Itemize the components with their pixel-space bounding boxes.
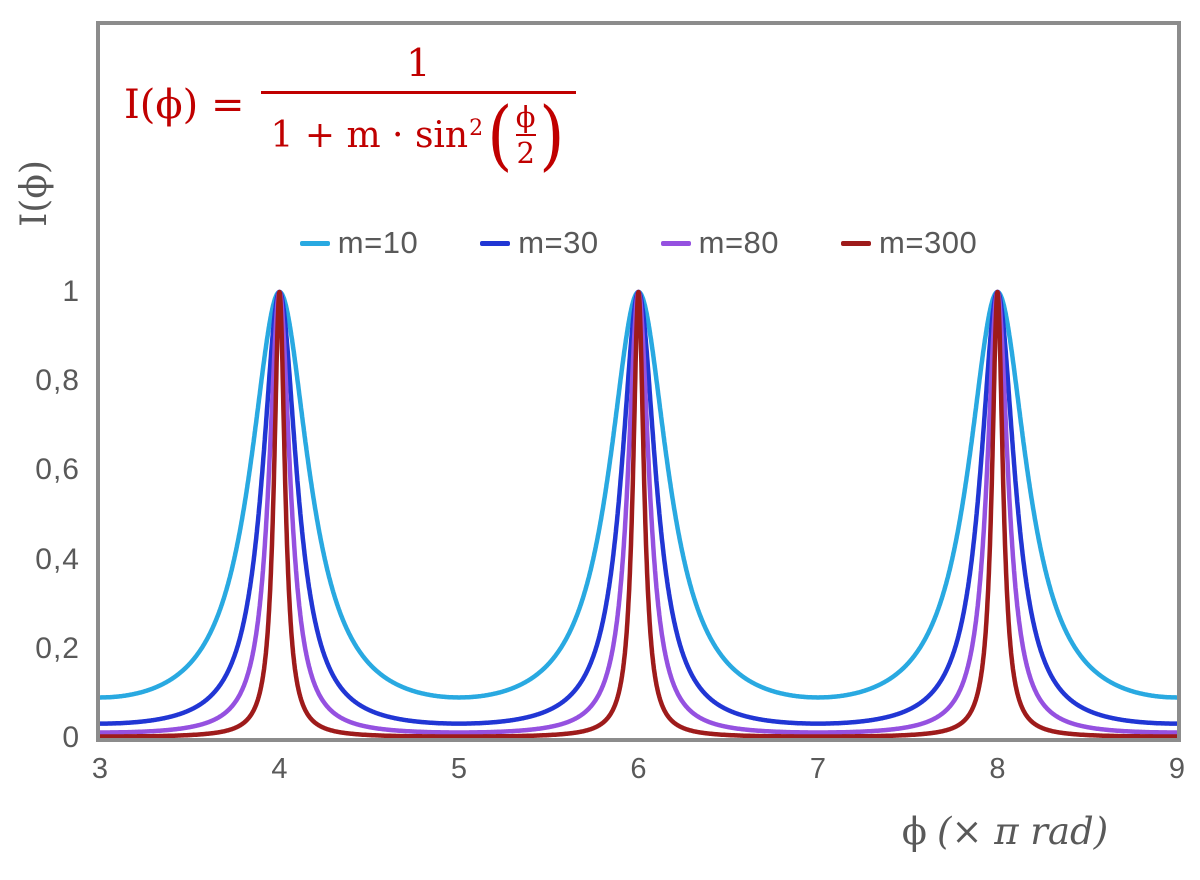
x-axis-symbol: ϕ bbox=[901, 810, 928, 853]
inner-fraction: ϕ 2 bbox=[515, 99, 536, 170]
open-paren: ( bbox=[487, 90, 513, 179]
inner-fraction-bar bbox=[515, 134, 536, 136]
formula-denominator: 1 + m · sin 2 ( ϕ 2 ) bbox=[260, 90, 577, 179]
x-tick-labels: 3 4 5 6 7 8 9 bbox=[92, 753, 1185, 793]
legend-item-m=10: m=10 bbox=[299, 225, 419, 261]
legend-swatch-icon bbox=[299, 240, 330, 246]
curve-m=80 bbox=[100, 289, 1177, 735]
legend-swatch-icon bbox=[660, 240, 691, 246]
y-tick-0.6: 0,6 bbox=[35, 453, 80, 487]
formula-numerator: 1 bbox=[406, 41, 431, 85]
inner-denominator: 2 bbox=[516, 136, 535, 170]
legend-label: m=80 bbox=[698, 225, 780, 260]
x-axis-unit: (× π rad) bbox=[937, 810, 1109, 853]
legend-item-m=300: m=300 bbox=[841, 225, 977, 261]
x-tick-4: 4 bbox=[271, 753, 288, 785]
x-axis-title: ϕ (× π rad) bbox=[880, 810, 1130, 853]
x-tick-5: 5 bbox=[450, 753, 468, 785]
x-tick-8: 8 bbox=[989, 753, 1006, 785]
y-tick-1: 1 bbox=[62, 275, 80, 308]
legend-swatch-icon bbox=[480, 240, 511, 246]
legend-item-m=80: m=80 bbox=[660, 225, 780, 261]
formula: I(ϕ) = 1 1 + m · sin 2 ( ϕ 2 ) bbox=[124, 39, 577, 179]
legend-label: m=300 bbox=[879, 225, 978, 260]
y-tick-0: 0 bbox=[62, 721, 80, 754]
y-tick-labels: 0 0,2 0,4 0,6 0,8 1 bbox=[0, 21, 88, 754]
y-tick-0.4: 0,4 bbox=[35, 542, 80, 576]
close-paren: ) bbox=[538, 90, 564, 179]
x-tick-3: 3 bbox=[91, 753, 109, 785]
plot-area: I(ϕ) = 1 1 + m · sin 2 ( ϕ 2 ) m=10 m=30 m=… bbox=[96, 21, 1181, 742]
x-tick-6: 6 bbox=[630, 753, 647, 785]
legend-item-m=30: m=30 bbox=[480, 225, 598, 261]
legend: m=10 m=30 m=80 m=300 bbox=[100, 225, 1177, 261]
legend-label: m=10 bbox=[337, 225, 419, 260]
formula-fraction: 1 1 + m · sin 2 ( ϕ 2 ) bbox=[260, 39, 577, 179]
formula-den-text: 1 + m · sin bbox=[270, 114, 469, 156]
y-tick-0.2: 0,2 bbox=[35, 631, 80, 665]
formula-den-exponent: 2 bbox=[469, 115, 484, 141]
curve-m=30 bbox=[100, 289, 1177, 726]
legend-swatch-icon bbox=[841, 240, 872, 246]
x-tick-9: 9 bbox=[1168, 753, 1186, 785]
legend-label: m=30 bbox=[518, 225, 599, 260]
curve-m=300 bbox=[100, 289, 1177, 738]
inner-numerator: ϕ bbox=[515, 99, 536, 134]
curves-svg bbox=[100, 289, 1177, 738]
x-tick-7: 7 bbox=[809, 753, 827, 785]
formula-lhs: I(ϕ) = bbox=[124, 81, 245, 128]
y-tick-0.8: 0,8 bbox=[35, 364, 80, 398]
